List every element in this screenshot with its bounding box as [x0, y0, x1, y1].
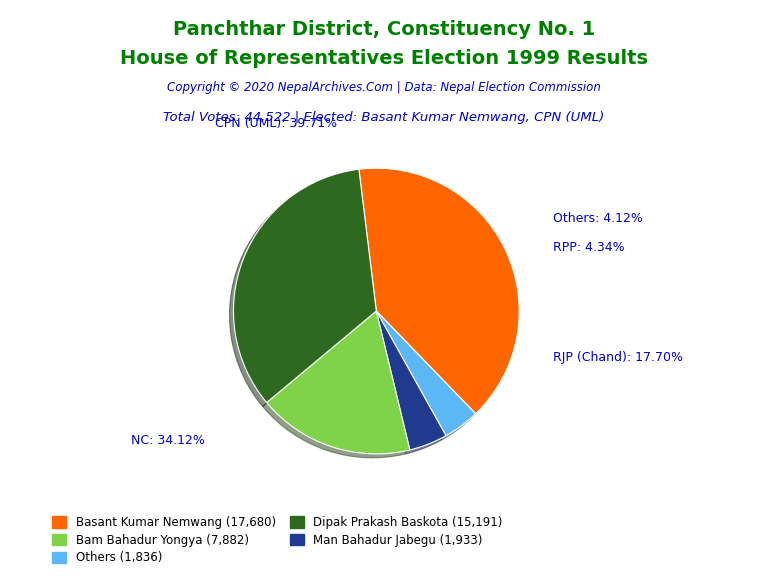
- Wedge shape: [359, 168, 519, 414]
- Text: Copyright © 2020 NepalArchives.Com | Data: Nepal Election Commission: Copyright © 2020 NepalArchives.Com | Dat…: [167, 81, 601, 94]
- Wedge shape: [233, 169, 376, 403]
- Wedge shape: [376, 311, 446, 450]
- Wedge shape: [266, 311, 410, 454]
- Text: CPN (UML): 39.71%: CPN (UML): 39.71%: [215, 116, 338, 130]
- Legend: Basant Kumar Nemwang (17,680), Bam Bahadur Yongya (7,882), Others (1,836), Dipak: Basant Kumar Nemwang (17,680), Bam Bahad…: [52, 516, 503, 564]
- Text: Total Votes: 44,522 | Elected: Basant Kumar Nemwang, CPN (UML): Total Votes: 44,522 | Elected: Basant Ku…: [164, 111, 604, 124]
- Text: Others: 4.12%: Others: 4.12%: [553, 213, 643, 225]
- Text: NC: 34.12%: NC: 34.12%: [131, 434, 204, 447]
- Text: RPP: 4.34%: RPP: 4.34%: [553, 241, 624, 254]
- Text: Panchthar District, Constituency No. 1: Panchthar District, Constituency No. 1: [173, 20, 595, 39]
- Text: House of Representatives Election 1999 Results: House of Representatives Election 1999 R…: [120, 49, 648, 68]
- Wedge shape: [376, 311, 475, 435]
- Text: RJP (Chand): 17.70%: RJP (Chand): 17.70%: [553, 351, 683, 363]
